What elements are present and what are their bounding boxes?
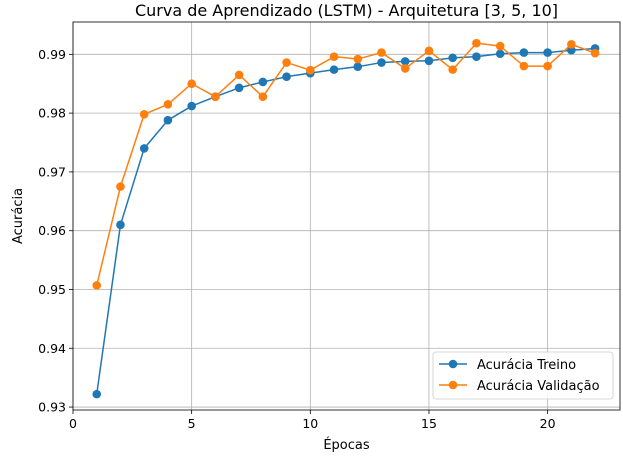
data-point — [567, 40, 576, 49]
data-point — [234, 83, 244, 93]
x-tick-label: 15 — [421, 416, 437, 431]
data-point — [353, 62, 363, 71]
data-point — [543, 61, 552, 71]
x-tick-label: 5 — [188, 416, 196, 431]
data-point — [116, 182, 125, 191]
legend: Acurácia Treino Acurácia Validação — [432, 351, 614, 400]
data-point — [139, 110, 149, 119]
x-axis-label: Épocas — [323, 437, 370, 453]
data-point — [519, 61, 529, 71]
data-point — [377, 48, 386, 57]
legend-entry: Acurácia Treino — [439, 358, 576, 373]
data-point — [282, 58, 291, 67]
data-point — [211, 92, 220, 101]
y-tick-label: 0.93 — [38, 400, 66, 415]
data-point — [519, 48, 529, 57]
data-point — [424, 56, 434, 66]
chart-title: Curva de Aprendizado (LSTM) - Arquitetur… — [135, 1, 558, 20]
data-point — [187, 101, 196, 111]
data-point — [282, 72, 291, 81]
data-point — [92, 389, 102, 399]
data-point — [495, 41, 505, 51]
y-tick-label: 0.94 — [38, 341, 66, 356]
data-point — [258, 77, 268, 87]
data-point — [495, 49, 505, 59]
data-point — [163, 115, 173, 125]
series-line — [95, 47, 596, 395]
data-point — [424, 46, 434, 56]
data-point — [377, 58, 386, 67]
legend-entry: Acurácia Validação — [439, 379, 600, 394]
legend-box — [432, 351, 614, 400]
x-tick-label: 20 — [540, 416, 556, 431]
data-point — [329, 65, 339, 74]
axis-ticks: 0 5 10 15 20 0.93 0.94 0.95 0.96 0.97 0.98 0.99 — [38, 47, 555, 431]
y-tick-label: 0.96 — [38, 223, 66, 238]
data-point — [306, 65, 315, 75]
data-point — [258, 92, 268, 101]
y-tick-label: 0.99 — [38, 47, 66, 62]
data-point — [400, 64, 410, 73]
series-layer — [92, 38, 600, 399]
grid — [72, 22, 620, 410]
data-point — [116, 220, 125, 230]
y-axis-label: Acurácia — [11, 188, 26, 244]
y-tick-label: 0.95 — [38, 282, 66, 297]
legend-label: Acurácia Validação — [477, 379, 600, 394]
data-point — [567, 45, 576, 55]
plot-frame — [72, 21, 621, 411]
legend-marker — [448, 380, 458, 390]
series-2 — [92, 38, 600, 290]
y-tick-label: 0.97 — [38, 164, 66, 179]
legend-marker — [448, 359, 458, 369]
series-line — [96, 42, 596, 286]
data-point — [543, 48, 552, 57]
data-point — [472, 38, 481, 48]
data-point — [448, 65, 458, 74]
data-point — [590, 48, 600, 58]
data-point — [448, 53, 458, 63]
data-point — [353, 54, 363, 64]
x-tick-label: 0 — [69, 416, 77, 431]
data-point — [92, 281, 102, 290]
legend-label: Acurácia Treino — [477, 358, 576, 373]
data-point — [163, 100, 173, 109]
data-point — [400, 57, 410, 66]
data-point — [234, 70, 244, 80]
data-point — [139, 144, 149, 153]
legend-entries: Acurácia Treino Acurácia Validação — [439, 358, 600, 394]
x-tick-label: 10 — [302, 416, 318, 431]
data-point — [472, 52, 481, 61]
data-point — [329, 52, 339, 61]
data-point — [187, 79, 196, 89]
y-tick-label: 0.98 — [38, 106, 66, 121]
